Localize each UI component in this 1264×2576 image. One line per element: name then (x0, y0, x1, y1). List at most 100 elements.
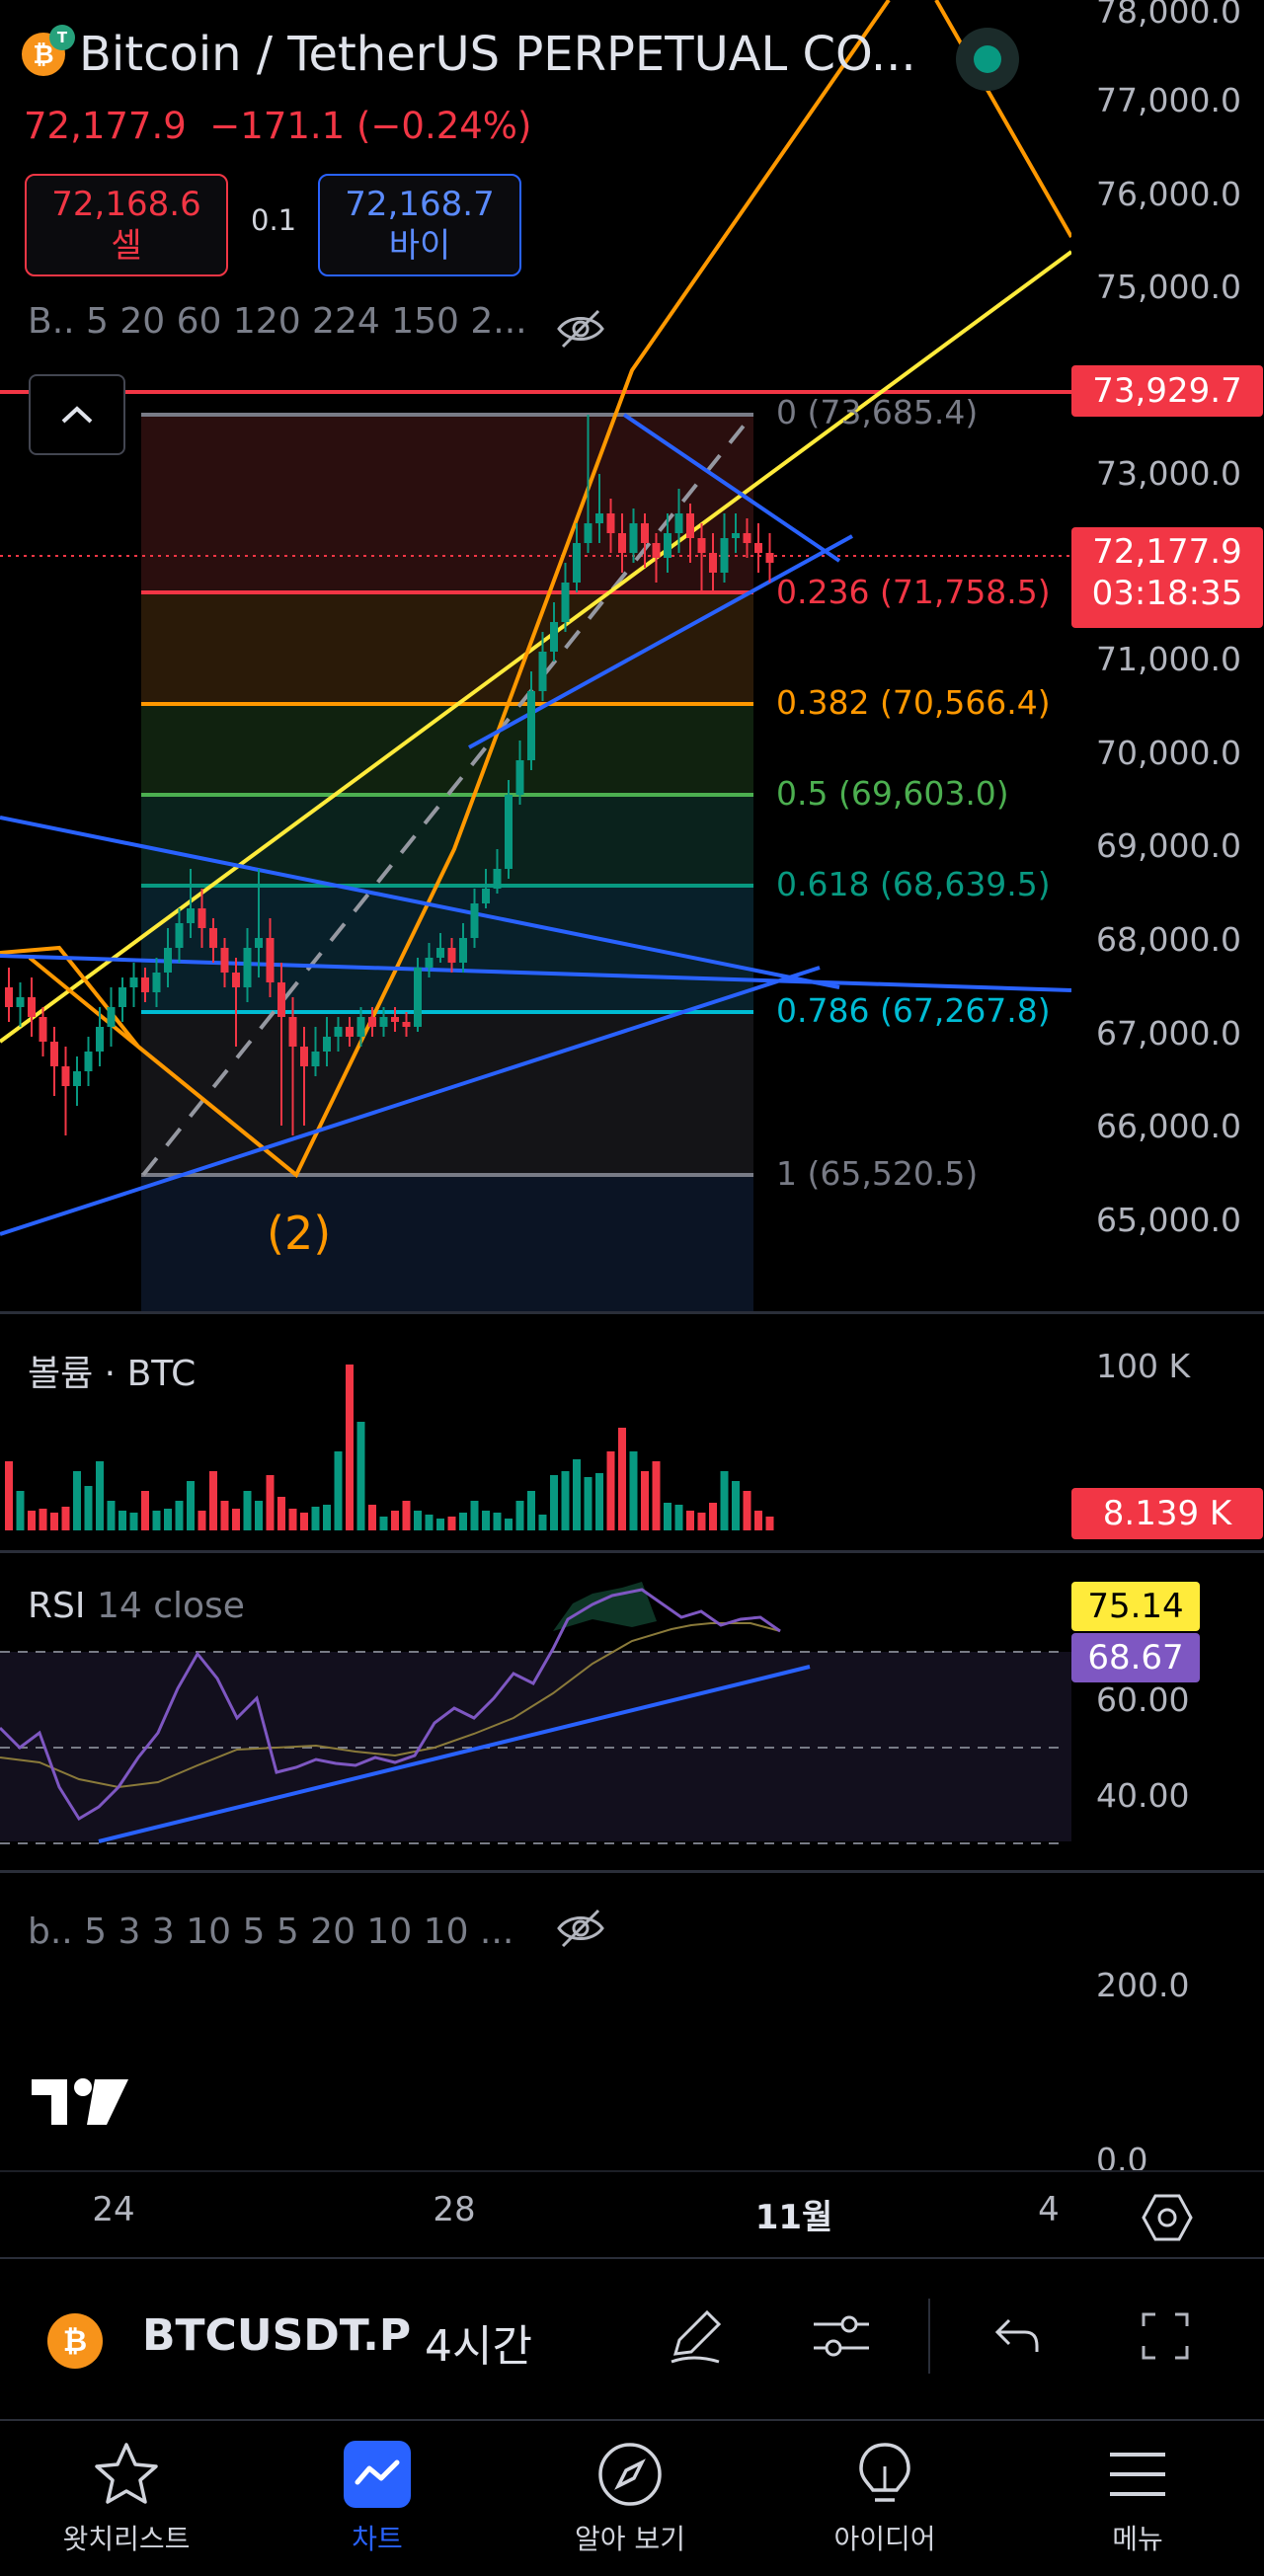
volume-bar (300, 1513, 308, 1530)
collapse-legend-button[interactable] (29, 374, 125, 455)
pane-divider[interactable] (0, 1870, 1264, 1873)
volume-bar (175, 1501, 184, 1530)
last-price: 72,177.9 (24, 105, 187, 147)
candle-body (141, 977, 149, 992)
price-axis-label: 65,000.0 (1096, 1201, 1241, 1239)
fib-trend-dashed[interactable] (141, 413, 754, 1177)
time-axis-label: 4 (1038, 2190, 1060, 2229)
volume-bar (50, 1513, 58, 1530)
candle-body (39, 1017, 47, 1042)
sell-button[interactable]: 72,168.6 셀 (25, 174, 228, 276)
nav-chart[interactable]: 차트 (278, 2419, 476, 2576)
candle-body (482, 889, 490, 903)
candle-body (606, 513, 615, 533)
volume-bar (39, 1509, 47, 1530)
pencil-icon[interactable] (660, 2301, 731, 2372)
fib-label-1: 1 (65,520.5) (776, 1154, 979, 1193)
volume-bar (641, 1471, 649, 1530)
candle-body (164, 948, 172, 973)
volume-bar (505, 1519, 513, 1530)
lower-indicator-legend[interactable]: b.. 5 3 3 10 5 5 20 10 10 ... (28, 1912, 514, 1952)
fib-zone-0618-0786 (141, 886, 753, 1012)
candle-body (368, 1017, 376, 1027)
pane-divider[interactable] (0, 1550, 1264, 1553)
candle-body (311, 1052, 320, 1066)
chart-settings-icon[interactable] (1142, 2192, 1193, 2247)
candle-body (84, 1052, 93, 1071)
fib-label-0382: 0.382 (70,566.4) (776, 683, 1051, 722)
candle-body (129, 977, 138, 987)
nav-label: 알아 보기 (575, 2523, 685, 2555)
buy-label: 바이 (388, 226, 451, 266)
volume-bar (209, 1471, 217, 1530)
bitcoin-icon: ₿ (47, 2313, 103, 2369)
candle-body (28, 997, 36, 1017)
price-axis-label: 69,000.0 (1096, 826, 1241, 865)
candle-body (652, 543, 661, 558)
rsi-chart[interactable] (0, 1560, 1071, 1866)
indicators-icon[interactable] (806, 2301, 877, 2372)
candle-body (323, 1037, 331, 1052)
candle-body (334, 1027, 343, 1037)
nav-label: 차트 (352, 2523, 403, 2555)
rsi-overbought-fill (553, 1582, 657, 1631)
candle-body (379, 1017, 388, 1027)
nav-explore[interactable]: 알아 보기 (531, 2419, 729, 2576)
nav-menu[interactable]: 메뉴 (1039, 2419, 1236, 2576)
candle-body (243, 948, 252, 987)
alert-price-tag[interactable]: 73,929.7 (1071, 365, 1263, 417)
volume-bar (220, 1501, 229, 1530)
bar-countdown: 03:18:35 (1091, 574, 1243, 613)
volume-bar (652, 1461, 661, 1530)
volume-bar (425, 1515, 434, 1530)
volume-bar (606, 1451, 615, 1530)
volume-bar (288, 1509, 297, 1530)
nav-ideas[interactable]: 아이디어 (786, 2419, 984, 2576)
hide-indicators-icon[interactable] (553, 301, 608, 360)
volume-bar (754, 1511, 762, 1530)
candle-body (765, 553, 774, 563)
candle-body (538, 652, 547, 691)
blue-channel-upper[interactable] (622, 413, 841, 563)
candle-body (550, 622, 558, 652)
price-chart[interactable] (0, 0, 1071, 1313)
indicator-legend[interactable]: B.. 5 20 60 120 224 150 2... (28, 301, 527, 342)
candle-body (50, 1042, 58, 1066)
volume-pane-label[interactable]: 볼륨 · BTC (28, 1354, 197, 1394)
candle-body (515, 760, 524, 795)
hide-lower-indicator-icon[interactable] (553, 1901, 608, 1960)
rsi-trendline[interactable] (98, 1665, 811, 1843)
buy-button[interactable]: 72,168.7 바이 (318, 174, 521, 276)
volume-bar (470, 1501, 479, 1530)
tradingview-logo-icon[interactable] (30, 2073, 130, 2133)
market-status-icon[interactable] (956, 28, 1019, 91)
fullscreen-icon[interactable] (1130, 2301, 1201, 2372)
volume-bar (198, 1511, 206, 1530)
orange-wave-top[interactable] (934, 0, 1071, 238)
pane-divider[interactable] (0, 1311, 1264, 1314)
rsi-pane-label[interactable]: RSI 14 close (28, 1586, 245, 1626)
blue-trendline-lower[interactable] (0, 966, 821, 1236)
blue-trendline-upper-left[interactable] (0, 816, 840, 989)
time-axis-label: 24 (92, 2190, 135, 2229)
nav-label: 왓치리스트 (62, 2523, 191, 2555)
timeframe-selector[interactable]: 4시간 (425, 2321, 532, 2372)
candles (5, 415, 774, 1135)
fib-label-0618: 0.618 (68,639.5) (776, 865, 1051, 903)
volume-bar (368, 1505, 376, 1530)
candle-body (732, 533, 740, 538)
volume-bar (96, 1461, 104, 1530)
fib-label-0786: 0.786 (67,267.8) (776, 991, 1051, 1030)
volume-bar (243, 1491, 252, 1530)
volume-bar (334, 1451, 343, 1530)
symbol-name[interactable]: BTCUSDT.P (142, 2310, 412, 2361)
candle-body (209, 928, 217, 948)
rsi-line (0, 1588, 781, 1822)
volume-bar (447, 1517, 456, 1530)
symbol-title-row[interactable]: ₿ T Bitcoin / TetherUS PERPETUAL CO... (22, 22, 916, 87)
volume-bar (697, 1513, 706, 1530)
volume-bar (28, 1511, 36, 1530)
sell-price: 72,168.6 (51, 185, 201, 224)
undo-icon[interactable] (982, 2301, 1053, 2372)
nav-watchlist[interactable]: 왓치리스트 (28, 2419, 225, 2576)
